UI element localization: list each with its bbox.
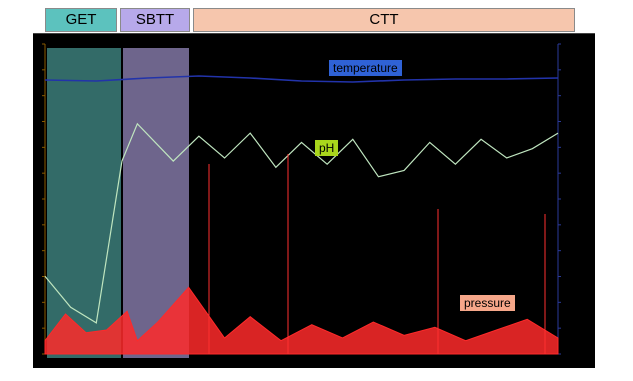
- phase-region-get: [47, 48, 121, 358]
- phase-ctt: CTT: [193, 8, 575, 32]
- series-label-temperature: temperature: [329, 60, 402, 76]
- series-line-temperature: [44, 75, 559, 83]
- series-area-pressure: [44, 286, 559, 355]
- phase-sbtt: SBTT: [120, 8, 190, 32]
- chart-top-border: [33, 33, 595, 34]
- series-label-pressure: pressure: [460, 295, 515, 311]
- phase-get: GET: [45, 8, 117, 32]
- chart-svg: [42, 43, 561, 358]
- chart-panel: temperature pH pressure: [33, 34, 595, 368]
- series-label-ph: pH: [315, 140, 339, 156]
- series-line-ph: [44, 122, 559, 324]
